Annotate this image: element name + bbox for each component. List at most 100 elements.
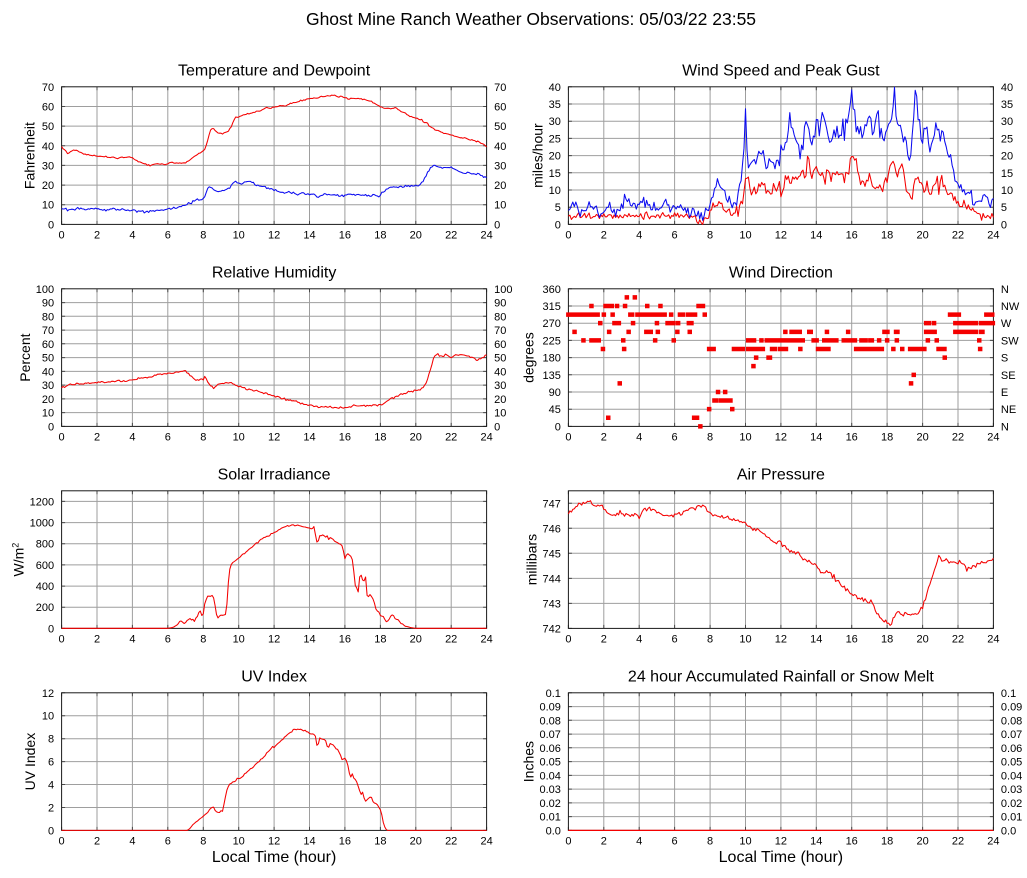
- svg-text:0.04: 0.04: [1001, 770, 1022, 782]
- svg-text:0.0: 0.0: [1001, 825, 1016, 837]
- svg-text:14: 14: [810, 633, 822, 645]
- svg-text:50: 50: [42, 121, 54, 133]
- svg-text:22: 22: [445, 229, 457, 241]
- svg-text:8: 8: [200, 633, 206, 645]
- svg-text:0.1: 0.1: [1001, 688, 1016, 700]
- svg-text:10: 10: [1001, 185, 1013, 197]
- svg-text:4: 4: [48, 780, 54, 792]
- svg-text:35: 35: [549, 99, 561, 111]
- svg-text:degrees: degrees: [521, 332, 537, 383]
- svg-text:6: 6: [165, 835, 171, 847]
- svg-text:70: 70: [42, 82, 54, 94]
- svg-text:50: 50: [42, 353, 54, 365]
- svg-text:Local Time (hour): Local Time (hour): [212, 849, 337, 866]
- svg-text:0.07: 0.07: [1001, 729, 1022, 741]
- svg-text:UV Index: UV Index: [241, 668, 307, 685]
- svg-text:40: 40: [494, 366, 506, 378]
- svg-text:400: 400: [36, 581, 54, 593]
- svg-text:0.02: 0.02: [539, 798, 560, 810]
- svg-text:16: 16: [339, 835, 351, 847]
- svg-text:50: 50: [494, 353, 506, 365]
- svg-text:Air Pressure: Air Pressure: [737, 466, 825, 483]
- svg-text:20: 20: [42, 394, 54, 406]
- svg-text:100: 100: [494, 284, 512, 296]
- svg-text:4: 4: [636, 633, 642, 645]
- svg-text:10: 10: [494, 200, 506, 212]
- svg-text:8: 8: [200, 229, 206, 241]
- svg-text:70: 70: [494, 325, 506, 337]
- svg-text:20: 20: [42, 180, 54, 192]
- svg-text:20: 20: [1001, 151, 1013, 163]
- svg-text:40: 40: [494, 141, 506, 153]
- svg-text:0.02: 0.02: [1001, 798, 1022, 810]
- svg-text:SE: SE: [1001, 370, 1016, 382]
- svg-text:2: 2: [94, 431, 100, 443]
- svg-text:90: 90: [494, 298, 506, 310]
- svg-text:30: 30: [42, 380, 54, 392]
- svg-text:N: N: [1001, 284, 1009, 296]
- svg-text:NW: NW: [1001, 301, 1020, 313]
- svg-text:180: 180: [543, 353, 561, 365]
- svg-text:20: 20: [410, 835, 422, 847]
- svg-text:2: 2: [94, 835, 100, 847]
- svg-text:22: 22: [952, 229, 964, 241]
- svg-text:14: 14: [810, 229, 822, 241]
- svg-text:22: 22: [445, 835, 457, 847]
- svg-text:30: 30: [494, 380, 506, 392]
- svg-text:8: 8: [200, 835, 206, 847]
- svg-text:6: 6: [48, 757, 54, 769]
- svg-text:15: 15: [1001, 168, 1013, 180]
- svg-text:2: 2: [601, 431, 607, 443]
- svg-text:10: 10: [739, 229, 751, 241]
- svg-text:40: 40: [42, 366, 54, 378]
- svg-text:10: 10: [739, 431, 751, 443]
- svg-text:10: 10: [739, 633, 751, 645]
- svg-text:20: 20: [494, 180, 506, 192]
- svg-text:W: W: [1001, 318, 1012, 330]
- svg-text:NE: NE: [1001, 404, 1016, 416]
- svg-text:60: 60: [42, 102, 54, 114]
- svg-text:Ghost Mine Ranch Weather Obser: Ghost Mine Ranch Weather Observations: 0…: [306, 9, 756, 29]
- svg-text:10: 10: [42, 711, 54, 723]
- svg-text:22: 22: [952, 431, 964, 443]
- svg-text:W/m2: W/m2: [10, 543, 26, 577]
- svg-text:24: 24: [480, 431, 492, 443]
- svg-text:0: 0: [494, 421, 500, 433]
- svg-text:0: 0: [565, 633, 571, 645]
- svg-text:Fahrenheit: Fahrenheit: [22, 122, 38, 189]
- svg-text:2: 2: [48, 803, 54, 815]
- svg-text:Solar Irradiance: Solar Irradiance: [218, 466, 331, 483]
- svg-text:8: 8: [707, 431, 713, 443]
- svg-text:16: 16: [846, 835, 858, 847]
- svg-text:10: 10: [549, 185, 561, 197]
- svg-text:30: 30: [1001, 116, 1013, 128]
- svg-text:50: 50: [494, 121, 506, 133]
- svg-text:0.04: 0.04: [539, 770, 560, 782]
- svg-text:14: 14: [810, 835, 822, 847]
- svg-text:20: 20: [410, 431, 422, 443]
- svg-text:18: 18: [881, 835, 893, 847]
- svg-text:744: 744: [543, 573, 561, 585]
- svg-text:millibars: millibars: [524, 534, 540, 585]
- svg-text:10: 10: [494, 408, 506, 420]
- svg-text:1200: 1200: [30, 496, 54, 508]
- svg-text:270: 270: [543, 318, 561, 330]
- svg-text:0: 0: [565, 229, 571, 241]
- svg-text:16: 16: [339, 229, 351, 241]
- svg-text:6: 6: [165, 431, 171, 443]
- svg-text:24 hour Accumulated Rainfall o: 24 hour Accumulated Rainfall or Snow Mel…: [628, 668, 934, 685]
- svg-text:20: 20: [494, 394, 506, 406]
- svg-text:4: 4: [129, 633, 135, 645]
- svg-text:30: 30: [549, 116, 561, 128]
- svg-text:10: 10: [739, 835, 751, 847]
- svg-text:Inches: Inches: [521, 741, 537, 782]
- svg-text:0.01: 0.01: [539, 812, 560, 824]
- svg-text:20: 20: [916, 229, 928, 241]
- svg-text:0: 0: [59, 431, 65, 443]
- svg-text:4: 4: [636, 229, 642, 241]
- svg-text:12: 12: [268, 835, 280, 847]
- svg-text:0: 0: [48, 219, 54, 231]
- svg-text:12: 12: [42, 688, 54, 700]
- svg-text:25: 25: [549, 133, 561, 145]
- svg-text:22: 22: [445, 431, 457, 443]
